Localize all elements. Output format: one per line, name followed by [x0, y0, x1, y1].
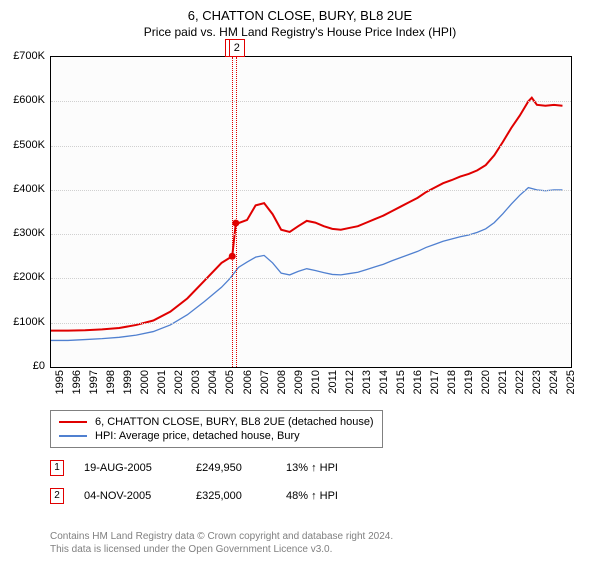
x-tick-label: 2007	[259, 370, 271, 394]
x-tick-label: 2009	[293, 370, 305, 394]
x-tick-label: 2015	[395, 370, 407, 394]
x-tick-label: 2010	[310, 370, 322, 394]
sale-marker: 2	[50, 488, 64, 504]
x-tick-label: 2004	[207, 370, 219, 394]
x-tick-label: 2008	[276, 370, 288, 394]
sale-row: 1 19-AUG-2005 £249,950 13% ↑ HPI	[50, 460, 376, 476]
x-tick-label: 1995	[54, 370, 66, 394]
x-tick-label: 2016	[412, 370, 424, 394]
y-tick-label: £0	[0, 360, 45, 372]
sale-marker: 1	[50, 460, 64, 476]
gridline	[51, 234, 571, 235]
x-tick-label: 2003	[190, 370, 202, 394]
x-tick-label: 2025	[565, 370, 577, 394]
x-tick-label: 1998	[105, 370, 117, 394]
attribution-line: Contains HM Land Registry data © Crown c…	[50, 530, 393, 543]
sale-hpi: 13% ↑ HPI	[286, 462, 376, 474]
y-tick-label: £600K	[0, 94, 45, 106]
x-tick-label: 2018	[446, 370, 458, 394]
x-tick-label: 2006	[242, 370, 254, 394]
chart-title: 6, CHATTON CLOSE, BURY, BL8 2UE	[0, 8, 600, 23]
x-tick-label: 1999	[122, 370, 134, 394]
y-tick-label: £700K	[0, 50, 45, 62]
y-tick-label: £200K	[0, 271, 45, 283]
x-tick-label: 2021	[497, 370, 509, 394]
event-line	[232, 57, 233, 367]
x-tick-label: 2005	[224, 370, 236, 394]
x-tick-label: 2013	[361, 370, 373, 394]
legend: 6, CHATTON CLOSE, BURY, BL8 2UE (detache…	[50, 410, 383, 448]
gridline	[51, 190, 571, 191]
plot-area: 12	[50, 56, 572, 368]
legend-label: 6, CHATTON CLOSE, BURY, BL8 2UE (detache…	[95, 416, 374, 428]
y-tick-label: £400K	[0, 183, 45, 195]
gridline	[51, 146, 571, 147]
sale-hpi: 48% ↑ HPI	[286, 490, 376, 502]
chart-svg	[51, 57, 571, 367]
x-tick-label: 2024	[548, 370, 560, 394]
x-tick-label: 2002	[173, 370, 185, 394]
attribution: Contains HM Land Registry data © Crown c…	[50, 530, 393, 556]
chart-subtitle: Price paid vs. HM Land Registry's House …	[0, 25, 600, 39]
legend-item: 6, CHATTON CLOSE, BURY, BL8 2UE (detache…	[59, 415, 374, 429]
y-tick-label: £100K	[0, 316, 45, 328]
x-tick-label: 2011	[327, 370, 339, 394]
legend-swatch	[59, 421, 87, 423]
x-tick-label: 2001	[156, 370, 168, 394]
chart-container: 6, CHATTON CLOSE, BURY, BL8 2UE Price pa…	[0, 8, 600, 568]
x-tick-label: 2017	[429, 370, 441, 394]
sale-date: 19-AUG-2005	[84, 462, 176, 474]
legend-label: HPI: Average price, detached house, Bury	[95, 430, 300, 442]
series-hpi	[51, 188, 562, 341]
x-tick-label: 2014	[378, 370, 390, 394]
sale-price: £325,000	[196, 490, 266, 502]
event-line	[236, 57, 237, 367]
legend-swatch	[59, 435, 87, 437]
sale-price: £249,950	[196, 462, 266, 474]
gridline	[51, 323, 571, 324]
event-marker: 2	[229, 39, 245, 57]
y-tick-label: £300K	[0, 227, 45, 239]
x-tick-label: 2022	[514, 370, 526, 394]
x-tick-label: 1997	[88, 370, 100, 394]
gridline	[51, 101, 571, 102]
x-tick-label: 2023	[531, 370, 543, 394]
legend-item: HPI: Average price, detached house, Bury	[59, 429, 374, 443]
x-tick-label: 2012	[344, 370, 356, 394]
x-tick-label: 1996	[71, 370, 83, 394]
x-tick-label: 2000	[139, 370, 151, 394]
x-tick-label: 2019	[463, 370, 475, 394]
sale-date: 04-NOV-2005	[84, 490, 176, 502]
series-price_paid	[51, 98, 562, 331]
attribution-line: This data is licensed under the Open Gov…	[50, 543, 393, 556]
x-tick-label: 2020	[480, 370, 492, 394]
sale-row: 2 04-NOV-2005 £325,000 48% ↑ HPI	[50, 488, 376, 504]
gridline	[51, 278, 571, 279]
y-tick-label: £500K	[0, 139, 45, 151]
